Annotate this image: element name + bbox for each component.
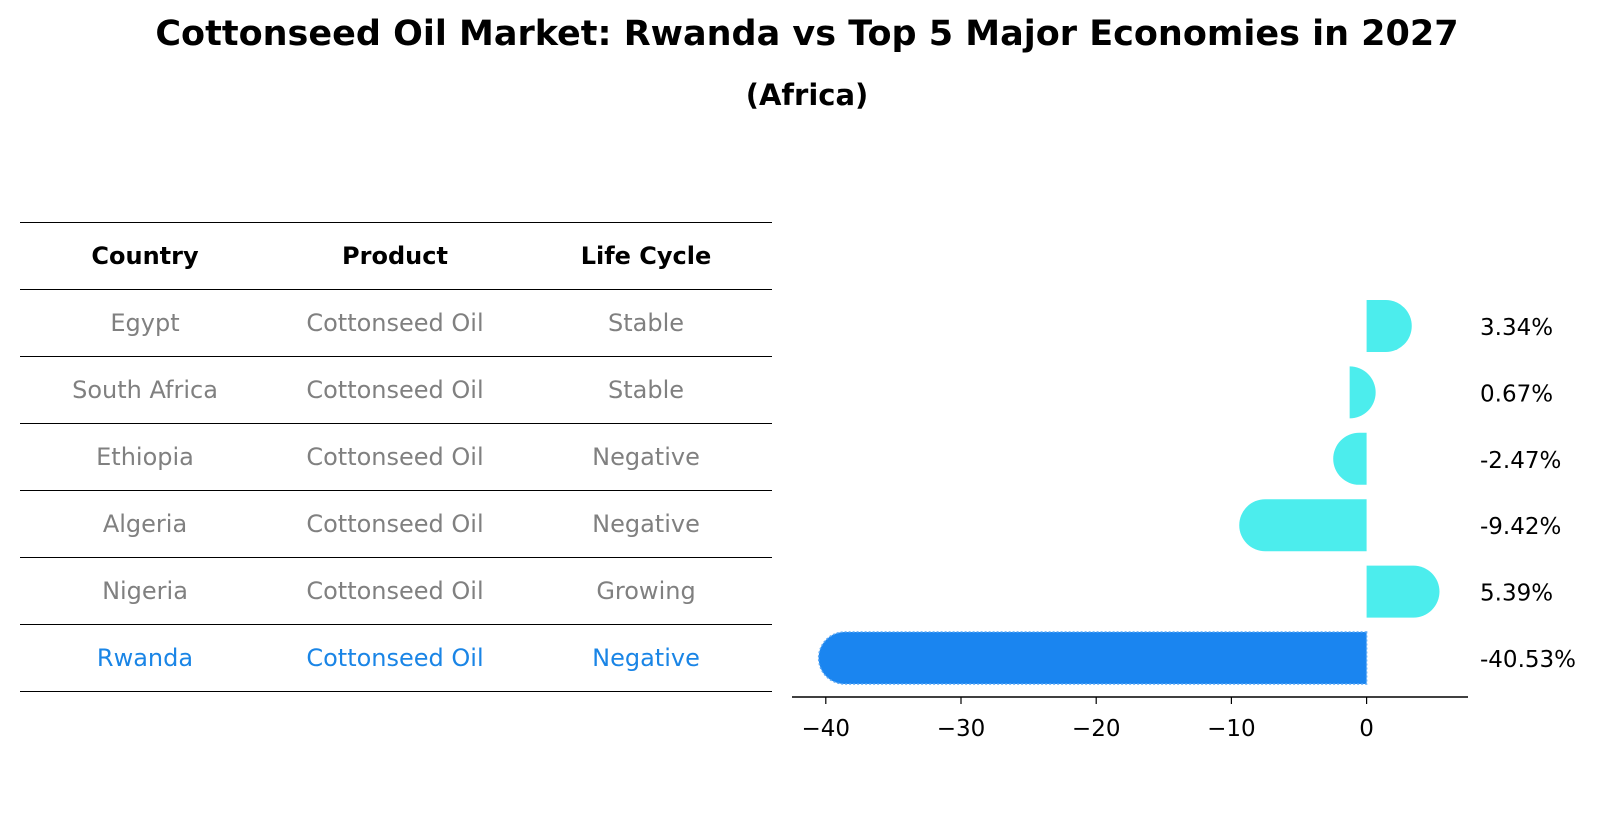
header-life-cycle: Life Cycle	[580, 242, 712, 270]
cell-product: Cottonseed Oil	[306, 644, 484, 672]
data-label: -40.53%	[1480, 647, 1576, 673]
bar-rwanda	[817, 631, 1368, 685]
cell-life-cycle: Growing	[596, 577, 696, 605]
bar-south-africa	[1349, 366, 1376, 419]
bar-nigeria	[1366, 565, 1440, 618]
cell-life-cycle: Negative	[592, 443, 700, 471]
data-label: -9.42%	[1480, 514, 1561, 540]
cell-product: Cottonseed Oil	[306, 443, 484, 471]
cell-life-cycle: Negative	[592, 644, 700, 672]
data-label: 3.34%	[1480, 315, 1553, 341]
table-row: Algeria Cottonseed Oil Negative	[20, 490, 772, 557]
cell-country: Rwanda	[96, 644, 194, 672]
table-row-highlighted: Rwanda Cottonseed Oil Negative	[20, 624, 772, 692]
bar-ethiopia	[1333, 432, 1367, 485]
header-country: Country	[91, 242, 199, 270]
cell-country: Nigeria	[102, 577, 188, 605]
table-row: South Africa Cottonseed Oil Stable	[20, 356, 772, 423]
cell-life-cycle: Stable	[607, 309, 685, 337]
x-tick-label: 0	[1359, 716, 1374, 742]
x-tick-label: −20	[1072, 716, 1121, 742]
data-table: Country Product Life Cycle Egypt Cottons…	[20, 222, 772, 692]
cell-life-cycle: Stable	[607, 376, 685, 404]
cell-country: South Africa	[72, 376, 218, 404]
bar-egypt	[1366, 300, 1412, 352]
cell-product: Cottonseed Oil	[306, 510, 484, 538]
chart-subtitle: (Africa)	[745, 78, 869, 112]
x-tick-label: −30	[937, 716, 986, 742]
cell-country: Algeria	[102, 510, 188, 538]
x-tick-label: −10	[1207, 716, 1256, 742]
cell-product: Cottonseed Oil	[306, 577, 484, 605]
table-row: Nigeria Cottonseed Oil Growing	[20, 557, 772, 624]
bar-algeria	[1239, 499, 1367, 552]
data-label: 0.67%	[1480, 381, 1553, 407]
cell-country: Ethiopia	[96, 443, 194, 471]
cell-life-cycle: Negative	[592, 510, 700, 538]
table-row: Ethiopia Cottonseed Oil Negative	[20, 423, 772, 490]
table-header-row: Country Product Life Cycle	[20, 222, 772, 289]
data-label: -2.47%	[1480, 448, 1561, 474]
cell-product: Cottonseed Oil	[306, 309, 484, 337]
cell-country: Egypt	[110, 309, 180, 337]
chart-title: Cottonseed Oil Market: Rwanda vs Top 5 M…	[155, 14, 1459, 54]
table-row: Egypt Cottonseed Oil Stable	[20, 289, 772, 356]
header-product: Product	[342, 242, 448, 270]
x-tick-label: −40	[802, 716, 851, 742]
cell-product: Cottonseed Oil	[306, 376, 484, 404]
data-label: 5.39%	[1480, 581, 1553, 607]
